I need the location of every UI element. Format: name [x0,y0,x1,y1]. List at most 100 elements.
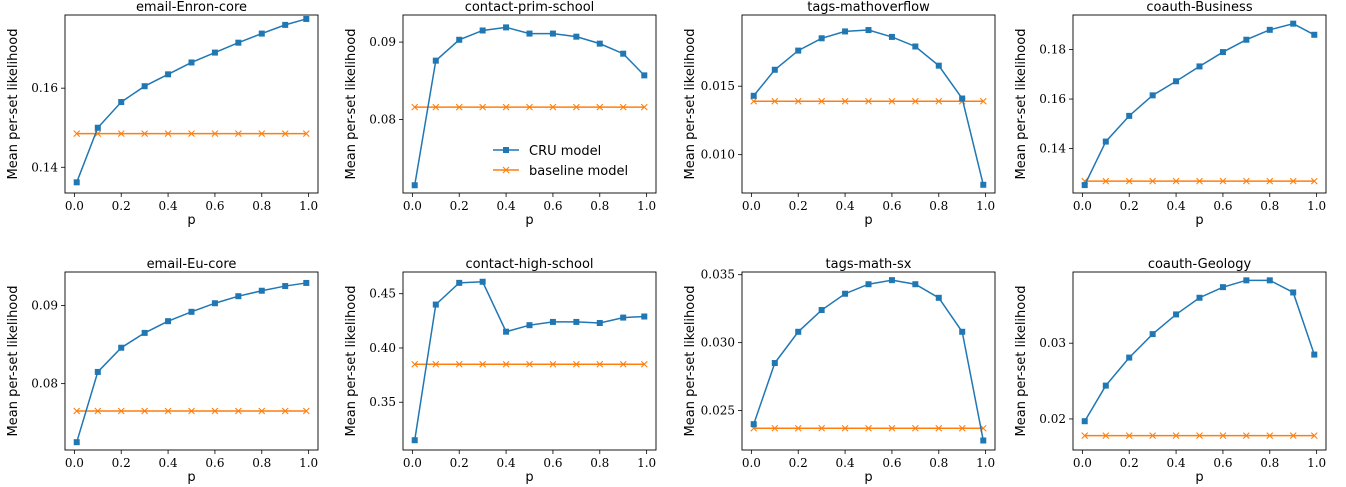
data-point-baseline [596,360,604,368]
x-tick-label: 0.4 [836,456,855,470]
data-point-baseline [818,424,826,432]
chart-title: coauth-Business [1146,0,1252,15]
data-point-cru [573,33,580,40]
data-point-cru [1081,418,1088,425]
panel-1: 0.0 0.2 0.4 0.6 0.8 1.0 0.08 0.09 contact-prim-s… [344,0,657,228]
chart-title: email-Enron-core [136,0,247,15]
data-point-cru [818,35,825,42]
x-tick-label: 0.8 [252,456,271,470]
data-point-baseline [258,407,266,415]
data-point-baseline [549,360,557,368]
data-point-cru [94,124,101,131]
x-tick-label: 0.4 [1167,456,1186,470]
data-point-cru [1173,311,1180,318]
data-point-cru [73,179,80,186]
axes-frame [402,271,657,451]
data-point-baseline [411,360,419,368]
series-line-cru [753,279,985,441]
data-point-baseline [1196,177,1203,185]
x-tick-label: 0.2 [450,456,469,470]
data-point-baseline [234,407,242,415]
data-point-baseline [73,407,81,415]
data-point-cru [303,279,310,286]
data-point-cru [1149,331,1156,338]
data-point-baseline [258,130,266,138]
x-tick-label: 0.0 [1073,456,1092,470]
data-point-cru [935,294,942,301]
data-point-baseline [1289,177,1297,185]
series-line-cru [1084,279,1315,422]
data-point-baseline [94,407,102,415]
data-point-cru [1266,277,1273,284]
x-tick-label: 1.0 [637,199,656,213]
data-point-cru [118,344,125,351]
y-tick-label: 0.08 [31,377,58,391]
data-point-cru [282,283,289,290]
data-point-cru [211,49,218,56]
data-point-baseline [865,424,872,432]
x-tick-label: 0.2 [789,456,808,470]
data-point-cru [750,92,757,99]
data-point-cru [795,47,802,54]
data-point-baseline [619,360,627,368]
data-point-baseline [935,97,943,105]
data-point-baseline [888,97,896,105]
data-point-baseline [188,407,195,415]
axes-frame [64,14,319,194]
data-point-cru [1102,138,1109,145]
x-tick-label: 0.8 [929,456,948,470]
data-point-cru [456,36,463,43]
chart-title: coauth-Geology [1148,257,1252,272]
data-point-cru [1243,36,1250,43]
x-tick-label: 1.0 [1307,199,1326,213]
x-tick-label: 0.6 [882,456,901,470]
data-point-baseline [1219,177,1227,185]
data-point-cru [641,313,648,320]
data-point-baseline [1196,432,1203,439]
panel-0: 0.0 0.2 0.4 0.6 0.8 1.0 0.14 0.16 email-Enron-co… [6,0,319,228]
data-point-cru [980,181,987,188]
data-point-cru [141,83,148,90]
x-tick-label: 0.8 [590,199,609,213]
data-point-baseline [1242,432,1250,439]
x-tick-label: 0.4 [1167,199,1186,213]
data-point-cru [1290,289,1297,296]
data-point-cru [865,281,872,288]
x-tick-label: 1.0 [1307,456,1326,470]
data-point-baseline [1172,432,1180,439]
data-point-baseline [455,103,463,111]
data-point-baseline [164,130,172,138]
data-point-cru [432,301,439,308]
data-point-cru [1081,182,1088,189]
axes-frame [741,271,996,451]
y-tick-label: 0.015 [701,79,735,93]
data-point-baseline [794,97,802,105]
x-tick-label: 1.0 [976,456,995,470]
data-point-baseline [841,97,849,105]
data-point-cru [282,21,289,28]
data-point-cru [959,328,966,335]
data-point-cru [818,307,825,314]
data-point-baseline [1266,177,1274,185]
data-point-baseline [596,103,604,111]
data-point-cru [479,278,486,285]
axes-frame [64,271,319,451]
data-point-cru [258,30,265,37]
data-point-cru [1102,382,1109,389]
data-point-cru [1149,92,1156,99]
data-point-cru [596,320,603,327]
data-point-cru [1173,78,1180,85]
data-point-baseline [1172,177,1180,185]
data-point-baseline [117,407,125,415]
data-point-baseline [640,103,648,111]
data-point-baseline [935,424,943,432]
data-point-cru [912,281,919,288]
data-point-cru [165,318,172,325]
y-axis-label: Mean per-set likelihood [683,29,698,180]
data-point-baseline [865,97,872,105]
panel-3: 0.0 0.2 0.4 0.6 0.8 1.0 0.14 0.16 0.18 coauth-Bus… [1014,0,1327,228]
y-tick-label: 0.02 [1039,412,1066,426]
x-axis-label: p [864,213,872,228]
data-point-cru [526,322,533,329]
chart-title: contact-high-school [465,257,593,272]
